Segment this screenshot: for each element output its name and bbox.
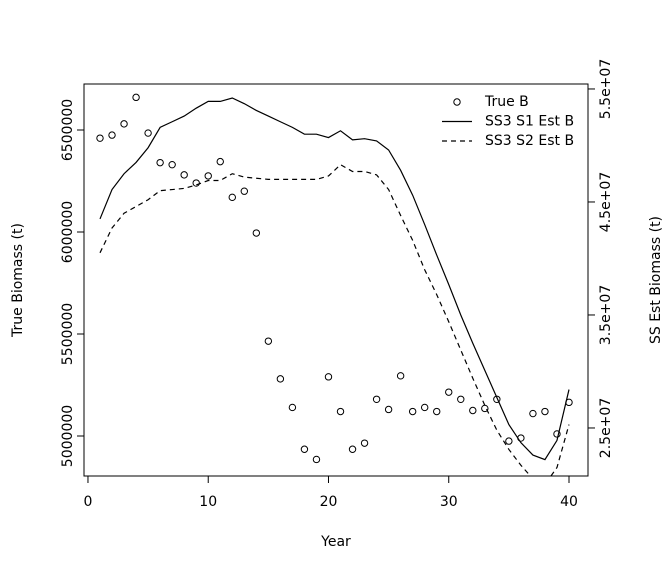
data-point — [469, 406, 477, 415]
x-axis-label: Year — [320, 534, 351, 550]
data-point — [204, 172, 212, 180]
series-line — [99, 163, 570, 476]
data-point — [529, 409, 537, 418]
data-point — [324, 373, 333, 381]
data-point — [493, 395, 501, 403]
y2-tick-label: 3.5e+07 — [598, 285, 614, 345]
data-point — [240, 187, 249, 195]
data-point — [372, 395, 381, 403]
data-point — [180, 171, 188, 179]
plot-box — [83, 83, 589, 477]
data-point — [96, 134, 104, 142]
series-line — [99, 97, 570, 461]
data-point — [505, 437, 513, 445]
legend-label: SS3 S1 Est B — [485, 114, 574, 130]
data-point — [252, 229, 261, 237]
data-point — [216, 157, 224, 166]
y2-axis-label: SS Est Biomass (t) — [648, 216, 664, 344]
data-point — [300, 445, 309, 453]
data-point — [481, 404, 489, 413]
legend-label: SS3 S2 Est B — [485, 133, 574, 149]
data-point — [517, 434, 525, 442]
data-point — [396, 372, 405, 380]
y-tick-label: 5000000 — [60, 405, 76, 467]
data-point — [384, 405, 393, 414]
data-point — [565, 398, 573, 407]
data-point — [360, 439, 369, 447]
data-point — [408, 407, 417, 416]
data-point — [445, 388, 453, 396]
x-tick-label: 20 — [320, 494, 338, 510]
y-tick-label: 6000000 — [60, 201, 76, 263]
y2-tick-label: 2.5e+07 — [598, 398, 614, 458]
data-point — [553, 430, 561, 438]
x-tick-label: 30 — [440, 494, 458, 510]
data-point — [156, 158, 164, 167]
y-tick-label: 5500000 — [60, 303, 76, 365]
x-tick-label: 40 — [560, 494, 578, 510]
y-tick-label: 6500000 — [60, 99, 76, 161]
data-point — [120, 120, 128, 128]
data-point — [348, 445, 357, 453]
data-point — [433, 407, 441, 416]
data-point — [420, 403, 429, 412]
x-tick-label: 10 — [199, 494, 217, 510]
plot-area — [99, 97, 570, 476]
data-point — [192, 179, 200, 187]
data-point — [336, 407, 345, 416]
y-axis-label: True Biomass (t) — [10, 223, 26, 338]
data-point — [264, 337, 273, 345]
legend-symbol — [453, 98, 461, 106]
y2-tick-label: 5.5e+07 — [598, 59, 614, 119]
data-point — [276, 375, 285, 383]
data-point — [144, 129, 152, 137]
data-point — [168, 160, 176, 169]
data-point — [312, 455, 321, 464]
data-point — [288, 403, 297, 412]
data-point — [108, 131, 116, 139]
data-point — [228, 193, 236, 202]
data-point — [457, 395, 465, 403]
legend-label: True B — [484, 94, 529, 110]
x-tick-label: 0 — [84, 494, 93, 510]
data-point — [132, 93, 140, 102]
y2-tick-label: 4.5e+07 — [598, 172, 614, 232]
data-point — [541, 407, 549, 416]
